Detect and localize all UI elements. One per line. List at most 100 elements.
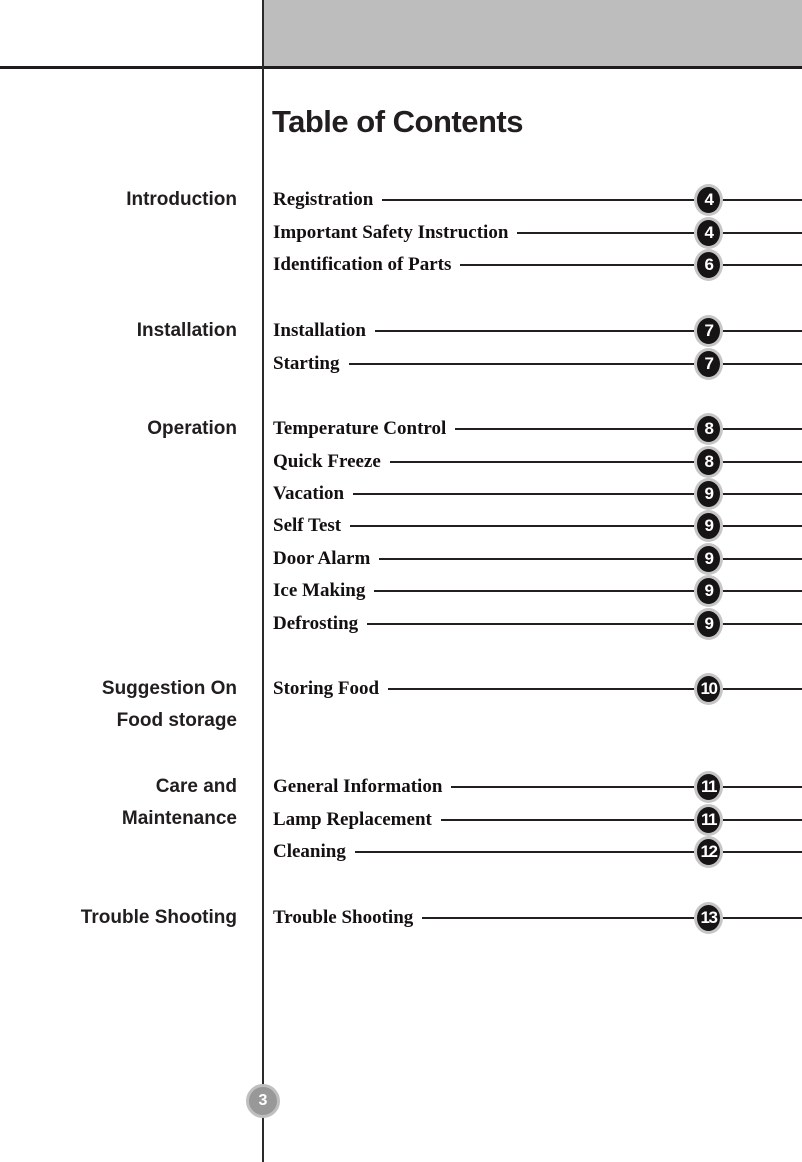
header-divider-line xyxy=(0,66,802,69)
toc-row: Defrosting 9 xyxy=(273,607,802,640)
leader-line xyxy=(374,330,694,333)
leader-line xyxy=(350,525,694,528)
toc-row: Vacation 9 xyxy=(273,477,802,510)
leader-line-right xyxy=(723,850,802,853)
leader-line-right xyxy=(723,622,802,625)
leader-line xyxy=(388,688,694,691)
toc-row: Storing Food 10 xyxy=(273,673,802,706)
leader-line-right xyxy=(723,362,802,365)
vertical-rule xyxy=(262,0,264,1162)
section-label-line: Introduction xyxy=(126,189,237,210)
header-gray-bar xyxy=(262,0,802,66)
section-label-trouble-shooting: Trouble Shooting xyxy=(0,902,237,934)
toc-entry-label: Identification of Parts xyxy=(273,253,452,275)
leader-line-right xyxy=(723,557,802,560)
toc-entry-label: General Information xyxy=(273,776,443,798)
toc-entry-label: Self Test xyxy=(273,515,342,537)
section-label-line: Trouble Shooting xyxy=(80,907,237,928)
toc-row: Quick Freeze 8 xyxy=(273,445,802,478)
page-number-badge: 13 xyxy=(694,902,723,935)
page-number-badge: 9 xyxy=(694,477,723,510)
page-number-badge: 6 xyxy=(694,248,723,281)
toc-entry-label: Trouble Shooting xyxy=(273,907,414,929)
page-number-badge: 11 xyxy=(694,771,723,804)
section-label-installation: Installation xyxy=(0,315,237,347)
toc-entries-care-and-maintenance: General Information 11 Lamp Replacement … xyxy=(273,771,802,868)
toc-entry-label: Storing Food xyxy=(273,678,380,700)
page-number-badge: 7 xyxy=(694,315,723,348)
leader-line xyxy=(389,460,694,463)
leader-line-right xyxy=(723,525,802,528)
page-number-badge: 4 xyxy=(694,216,723,249)
leader-line xyxy=(348,362,694,365)
leader-line xyxy=(517,231,694,234)
toc-entry-label: Installation xyxy=(273,320,366,342)
leader-line-right xyxy=(723,199,802,202)
page-number-badge: 4 xyxy=(694,184,723,217)
toc-row: Cleaning 12 xyxy=(273,835,802,868)
toc-entry-label: Important Safety Instruction xyxy=(273,221,509,243)
toc-row: Door Alarm 9 xyxy=(273,542,802,575)
leader-line xyxy=(367,622,694,625)
section-label-operation: Operation xyxy=(0,413,237,445)
leader-line xyxy=(440,818,694,821)
toc-entry-label: Ice Making xyxy=(273,580,366,602)
section-label-line: Maintenance xyxy=(121,808,237,830)
page-number-badge: 9 xyxy=(694,510,723,543)
section-label-line: Suggestion On xyxy=(101,678,237,699)
page-number-badge: 8 xyxy=(694,445,723,478)
leader-line-right xyxy=(723,428,802,431)
page-number-badge: 12 xyxy=(694,835,723,868)
toc-entry-label: Starting xyxy=(273,352,340,374)
toc-entry-label: Vacation xyxy=(273,482,345,504)
toc-row: Installation 7 xyxy=(273,315,802,348)
page-number-badge: 8 xyxy=(694,413,723,446)
leader-line xyxy=(455,428,694,431)
section-label-introduction: Introduction xyxy=(0,184,237,216)
leader-line-right xyxy=(723,786,802,789)
section-label-suggestion-on-food-storage: Suggestion On Food storage xyxy=(0,673,237,738)
leader-line xyxy=(422,917,694,920)
leader-line-right xyxy=(723,917,802,920)
leader-line xyxy=(353,492,694,495)
page-number-badge: 10 xyxy=(694,673,723,706)
toc-entry-label: Door Alarm xyxy=(273,547,371,569)
toc-entry-label: Temperature Control xyxy=(273,418,447,440)
toc-row: Ice Making 9 xyxy=(273,575,802,608)
toc-entry-label: Defrosting xyxy=(273,612,359,634)
leader-line xyxy=(451,786,694,789)
leader-line xyxy=(379,557,694,560)
toc-entries-suggestion-on-food-storage: Storing Food 10 xyxy=(273,673,802,706)
toc-entry-label: Registration xyxy=(273,189,374,211)
leader-line-right xyxy=(723,492,802,495)
leader-line-right xyxy=(723,818,802,821)
page-number-badge: 9 xyxy=(694,542,723,575)
toc-entries-operation: Temperature Control 8 Quick Freeze 8 Vac… xyxy=(273,413,802,640)
toc-entries-installation: Installation 7 Starting 7 xyxy=(273,315,802,380)
section-label-line: Installation xyxy=(136,320,237,341)
section-label-line: Care and xyxy=(155,776,237,797)
leader-line-right xyxy=(723,231,802,234)
toc-row: Lamp Replacement 11 xyxy=(273,803,802,836)
toc-entry-label: Quick Freeze xyxy=(273,450,381,472)
toc-row: Starting 7 xyxy=(273,347,802,380)
page-number-badge: 7 xyxy=(694,347,723,380)
toc-entries-introduction: Registration 4 Important Safety Instruct… xyxy=(273,184,802,281)
toc-row: Identification of Parts 6 xyxy=(273,248,802,281)
page-title: Table of Contents xyxy=(272,104,523,139)
toc-entries-trouble-shooting: Trouble Shooting 13 xyxy=(273,902,802,935)
leader-line-right xyxy=(723,688,802,691)
section-label-line: Operation xyxy=(147,418,237,439)
toc-row: Temperature Control 8 xyxy=(273,413,802,446)
page-number-badge: 9 xyxy=(694,575,723,608)
leader-line-right xyxy=(723,330,802,333)
section-label-line: Food storage xyxy=(116,710,237,732)
toc-row: Registration 4 xyxy=(273,184,802,217)
current-page-badge: 3 xyxy=(246,1084,280,1118)
page-number-badge: 11 xyxy=(694,803,723,836)
leader-line xyxy=(460,263,694,266)
toc-row: General Information 11 xyxy=(273,771,802,804)
leader-line-right xyxy=(723,263,802,266)
leader-line-right xyxy=(723,590,802,593)
